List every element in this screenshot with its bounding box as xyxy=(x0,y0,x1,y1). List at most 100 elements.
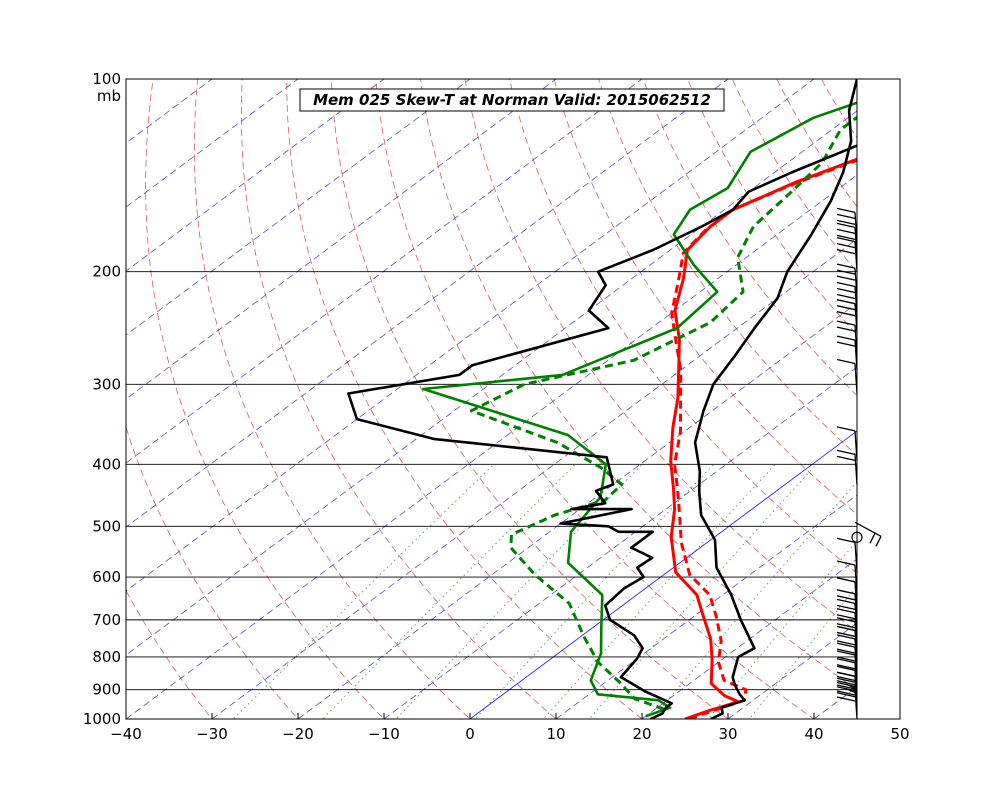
x-tick-label: 20 xyxy=(632,725,651,743)
isotherm-line xyxy=(126,79,729,528)
x-tick-label: −10 xyxy=(368,725,400,743)
pressure-tick-label: 400 xyxy=(92,455,121,473)
pressure-tick-label: 200 xyxy=(92,263,121,281)
wind-barb-shaft xyxy=(854,268,858,299)
pressure-tick-label: 1000 xyxy=(83,710,121,728)
wind-barb xyxy=(836,577,858,612)
wind-barb-shaft xyxy=(854,430,858,461)
wind-barb-feather xyxy=(836,222,856,229)
wind-barb-feather xyxy=(836,213,856,220)
wind-barb-shaft xyxy=(854,542,858,573)
wind-barb-shaft xyxy=(854,325,858,356)
wind-barb-feather xyxy=(836,623,856,629)
x-tick-label: 50 xyxy=(890,725,909,743)
wind-barb-feather xyxy=(836,665,856,671)
wind-barb xyxy=(851,531,863,543)
plot-frame xyxy=(125,78,901,720)
wind-barb-feather xyxy=(836,634,856,640)
dry-adiabat-line xyxy=(240,79,557,719)
wind-barb-feather xyxy=(836,604,856,611)
wind-barb-feather xyxy=(836,228,856,235)
wind-barb xyxy=(836,426,858,461)
wind-barb-feather xyxy=(836,648,856,654)
wind-barb-feather xyxy=(836,696,856,702)
isotherm-line xyxy=(555,494,857,719)
wind-barb-shaft xyxy=(854,581,858,612)
wind-barb xyxy=(836,299,858,334)
wind-barb-feather xyxy=(836,671,856,677)
wind-barb-feather xyxy=(836,299,856,305)
isotherm-line xyxy=(126,79,815,592)
wind-barb-feather xyxy=(869,533,876,544)
wind-barb-feather xyxy=(836,614,856,620)
wind-barb-feather xyxy=(836,269,856,275)
isotherm-line xyxy=(126,79,385,272)
wind-barb-shaft xyxy=(854,241,858,272)
wind-barb-feather xyxy=(836,675,856,682)
reference-lines xyxy=(126,79,857,719)
wind-barb-shaft xyxy=(854,303,858,334)
wind-barb-shaft xyxy=(854,564,858,595)
mixing-ratio-line xyxy=(588,463,817,719)
pressure-unit-label: mb xyxy=(97,87,121,105)
dewpoint-profile xyxy=(347,144,857,719)
chart-title: Mem 025 Skew-T at Norman Valid: 20150625… xyxy=(313,91,711,109)
zero-isotherm-line xyxy=(469,430,857,719)
wind-barb xyxy=(836,358,858,394)
wind-barb-feather xyxy=(875,536,882,547)
x-tick-label: 30 xyxy=(718,725,737,743)
wind-barb-feather xyxy=(836,658,856,664)
x-tick-label: 10 xyxy=(546,725,565,743)
wind-barb-feather xyxy=(836,287,856,294)
wind-barb-feather xyxy=(836,275,856,281)
wind-barb xyxy=(836,589,858,624)
wind-barb xyxy=(854,521,882,547)
green-solid-profile xyxy=(421,101,857,718)
wind-barb-feather xyxy=(836,237,856,243)
dry-adiabat-line xyxy=(145,79,385,719)
dry-adiabat-line xyxy=(509,79,857,574)
wind-barb xyxy=(836,237,858,272)
wind-barb-feather xyxy=(836,263,856,269)
wind-barb xyxy=(836,537,858,573)
wind-barb-feather xyxy=(836,589,856,595)
pressure-tick-label: 800 xyxy=(92,648,121,666)
x-tick-label: −40 xyxy=(110,725,142,743)
dry-adiabat-line xyxy=(126,589,213,719)
wind-barb-feather xyxy=(836,625,856,632)
wind-barb-feather xyxy=(836,426,856,432)
dry-adiabat-line xyxy=(375,79,815,719)
wind-barb xyxy=(836,263,858,299)
wind-barb-feather xyxy=(836,537,856,543)
chart-title-background xyxy=(299,88,725,112)
isotherm-line xyxy=(126,79,643,464)
wind-barb xyxy=(836,207,858,243)
wind-barb-shaft xyxy=(854,521,882,537)
wind-barb-feather xyxy=(836,656,856,662)
virtual-temp-profile xyxy=(670,158,857,719)
mixing-ratio-line xyxy=(651,481,857,719)
wind-barb-feather xyxy=(836,690,856,696)
wind-barb-feather xyxy=(836,335,856,341)
x-tick-label: −20 xyxy=(282,725,314,743)
pressure-tick-label: 600 xyxy=(92,568,121,586)
wind-barb-feather xyxy=(845,683,856,689)
wind-barb-shaft xyxy=(854,454,858,485)
isotherm-line xyxy=(126,79,299,208)
wind-barb-shaft xyxy=(854,227,858,258)
wind-barb-feather xyxy=(836,684,856,690)
x-tick-label: 40 xyxy=(804,725,823,743)
dry-adiabat-line xyxy=(126,426,299,719)
dry-adiabat-line xyxy=(642,79,857,397)
isotherm-line xyxy=(126,110,857,656)
mixing-ratio-line xyxy=(542,463,776,719)
dry-adiabat-line xyxy=(193,79,471,719)
wind-barb-feather xyxy=(836,281,856,288)
wind-barb-feather xyxy=(836,341,856,347)
temperature-profile xyxy=(693,79,857,719)
wind-barb-feather xyxy=(836,664,856,670)
isotherm-line xyxy=(211,238,857,719)
isotherm-line xyxy=(126,174,857,719)
x-tick-label: 0 xyxy=(465,725,475,743)
